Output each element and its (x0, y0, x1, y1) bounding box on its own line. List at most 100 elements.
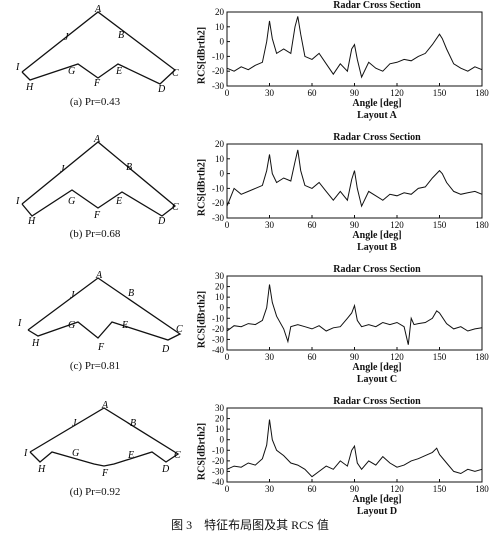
node-b: B (130, 418, 136, 429)
y-tick-label: -10 (212, 313, 224, 323)
x-tick-label: 90 (350, 88, 360, 98)
rcs-series-line (226, 149, 483, 208)
layout-a-outline (21, 11, 177, 85)
node-g: G (72, 448, 79, 459)
node-b: B (126, 162, 132, 173)
figure-caption: 图 3 特征布局图及其 RCS 值 (171, 518, 329, 532)
y-tick-label: 20 (215, 139, 225, 149)
x-tick-label: 150 (433, 484, 447, 494)
layout-label-b: Layout B (357, 242, 397, 253)
x-tick-label: 150 (433, 88, 447, 98)
y-tick-label: -30 (212, 466, 224, 476)
x-tick-label: 0 (225, 352, 230, 362)
rcs-series-line (226, 284, 483, 345)
x-tick-label: 150 (433, 352, 447, 362)
node-g: G (68, 320, 75, 331)
x-tick-label: 120 (390, 484, 404, 494)
node-d: D (161, 344, 170, 355)
y-tick-label: 10 (215, 154, 225, 164)
node-e: E (115, 66, 122, 77)
x-tick-label: 60 (308, 88, 318, 98)
x-tick-label: 90 (350, 484, 360, 494)
y-tick-label: 20 (215, 414, 225, 424)
y-tick-label: -10 (212, 445, 224, 455)
node-c: C (172, 202, 179, 213)
node-i: I (15, 62, 20, 73)
node-f: F (93, 210, 101, 221)
subcaption-b: (b) Pr=0.68 (69, 228, 121, 240)
layout-label-d: Layout D (356, 506, 398, 517)
rcs-plot-a: Radar Cross Section RCS[dBrth2] 0 30 60 90 1… (192, 0, 498, 130)
x-tick-label: 30 (265, 352, 275, 362)
subcaption-a: (a) Pr=0.43 (69, 96, 121, 108)
y-tick-label: -20 (212, 198, 224, 208)
node-d: D (161, 464, 170, 475)
x-tick-label: 60 (308, 220, 318, 230)
node-a: A (94, 4, 102, 15)
node-j: J (64, 32, 69, 43)
node-g: G (68, 196, 75, 207)
node-c: C (174, 450, 181, 461)
node-j: J (60, 164, 65, 175)
y-tick-label: 0 (220, 37, 225, 47)
layout-b-diagram: A B C D E F G H I J (0, 132, 190, 252)
y-tick-label: -40 (212, 345, 224, 355)
node-h: H (37, 464, 46, 475)
subcaption-c: (c) Pr=0.81 (69, 360, 121, 372)
node-e: E (121, 320, 128, 331)
node-h: H (25, 82, 34, 93)
y-tick-label: 10 (215, 22, 225, 32)
rcs-series-line (226, 16, 483, 79)
node-c: C (176, 324, 183, 335)
panel-a: A B C D E F G H I J (a) Pr=0.43 Radar Cr… (0, 0, 500, 130)
y-tick-label: 30 (215, 271, 225, 281)
node-i: I (23, 448, 28, 459)
y-tick-label: -20 (212, 324, 224, 334)
y-tick-label: 0 (220, 169, 225, 179)
rcs-plot-c: Radar Cross Section RCS[dBrth2] 0 30 60 90 1… (192, 264, 498, 394)
x-tick-label: 180 (475, 484, 489, 494)
node-j: J (72, 418, 77, 429)
node-e: E (127, 450, 134, 461)
node-d: D (157, 84, 166, 95)
x-tick-label: 0 (225, 88, 230, 98)
layout-c-outline (27, 277, 182, 341)
y-tick-label: -20 (212, 456, 224, 466)
layout-d-diagram: A B C D E F G H I J (0, 396, 190, 516)
xlabel-b: Angle [deg] (352, 230, 402, 241)
layout-b-outline (21, 141, 177, 217)
layout-label-a: Layout A (357, 110, 397, 121)
plot-title-a: Radar Cross Section (333, 0, 421, 11)
y-tick-label: -20 (212, 66, 224, 76)
y-tick-label: -30 (212, 81, 224, 91)
subcaption-d: (d) Pr=0.92 (69, 486, 121, 498)
node-a: A (95, 270, 103, 281)
x-tick-label: 30 (265, 88, 275, 98)
node-h: H (27, 216, 36, 227)
rcs-chart-a: 0 30 60 90 120 150 180 -30 -20 -10 0 10 20 (212, 7, 489, 98)
x-tick-label: 30 (265, 220, 275, 230)
node-f: F (93, 78, 101, 89)
x-tick-label: 180 (475, 220, 489, 230)
node-i: I (17, 318, 22, 329)
node-i: I (15, 196, 20, 207)
xlabel-d: Angle [deg] (352, 494, 402, 505)
node-a: A (93, 134, 101, 145)
x-tick-label: 180 (475, 88, 489, 98)
y-tick-label: 20 (215, 7, 225, 17)
x-tick-label: 120 (390, 220, 404, 230)
plot-title-b: Radar Cross Section (333, 132, 421, 143)
layout-label-c: Layout C (356, 374, 398, 385)
layout-d-outline (29, 407, 180, 467)
panel-d: A B C D E F G H I J (d) Pr=0.92 Radar Cr… (0, 396, 500, 526)
node-g: G (68, 66, 75, 77)
node-d: D (157, 216, 166, 227)
plot-title-c: Radar Cross Section (333, 264, 421, 275)
node-j: J (70, 290, 75, 301)
node-b: B (118, 30, 124, 41)
y-tick-label: -40 (212, 477, 224, 487)
x-tick-label: 120 (390, 352, 404, 362)
y-tick-label: 0 (220, 435, 225, 445)
y-tick-label: -10 (212, 51, 224, 61)
